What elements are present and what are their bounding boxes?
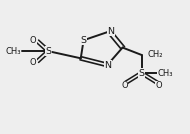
Text: CH₂: CH₂ — [147, 50, 163, 59]
Text: O: O — [121, 81, 128, 90]
Text: N: N — [107, 27, 114, 36]
Text: O: O — [30, 36, 36, 45]
Text: CH₃: CH₃ — [158, 68, 173, 78]
Text: O: O — [30, 58, 36, 67]
Text: S: S — [81, 36, 87, 45]
Text: S: S — [139, 68, 145, 78]
Text: S: S — [45, 47, 51, 56]
Text: O: O — [155, 81, 162, 90]
Text: N: N — [104, 61, 111, 70]
Text: CH₃: CH₃ — [5, 47, 21, 56]
